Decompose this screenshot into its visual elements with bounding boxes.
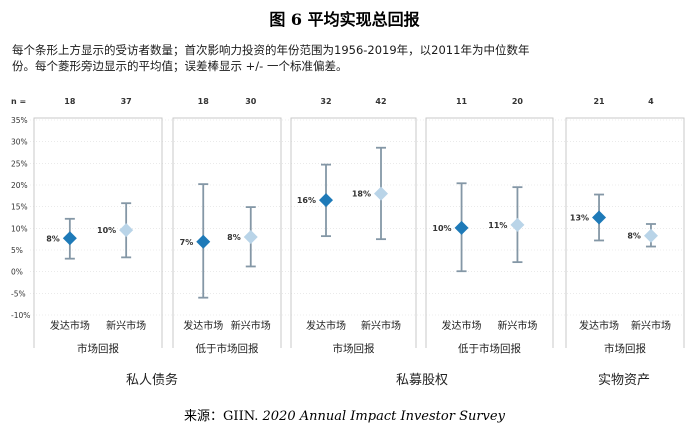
source-survey-title: 2020 Annual Impact Investor Survey [262, 409, 505, 424]
subgroup-label: 市场回报 [333, 342, 375, 355]
category-label: 新兴市场 [631, 319, 671, 332]
y-tick-label: -10% [11, 311, 30, 320]
n-label: n = [11, 97, 26, 106]
group-label: 私募股权 [396, 372, 448, 388]
y-tick-label: 15% [11, 203, 28, 212]
figure-description-line-2: 份。每个菱形旁边显示的平均值；误差棒显示 +/- 一个标准偏差。 [12, 59, 348, 73]
mean-value-label: 13% [570, 214, 589, 223]
panel-frame [290, 117, 417, 348]
n-count: 32 [320, 97, 331, 106]
n-count: 30 [245, 97, 257, 106]
mean-value-label: 10% [97, 226, 116, 235]
mean-diamond [243, 230, 258, 244]
y-tick-label: 35% [11, 116, 28, 125]
mean-diamond [643, 228, 658, 243]
mean-diamond [62, 231, 77, 246]
y-tick-label: 5% [11, 246, 23, 255]
returns-chart: 35% 30% 25% 20% 15% 10% 5% 0% -5% -10% n = 18 8% 发达市场… [11, 97, 685, 388]
n-count: 21 [593, 97, 605, 106]
subgroup-label: 市场回报 [77, 342, 119, 355]
category-label: 新兴市场 [361, 319, 401, 332]
panel-frame [172, 117, 282, 348]
n-count: 11 [456, 97, 468, 106]
n-count: 4 [648, 97, 654, 106]
n-count: 37 [121, 97, 132, 106]
mean-diamond [454, 220, 469, 235]
subgroup-label: 低于市场回报 [196, 342, 259, 355]
panel-frame [565, 117, 685, 348]
mean-diamond [119, 223, 134, 238]
y-tick-label: 20% [11, 181, 28, 190]
category-label: 发达市场 [183, 319, 223, 332]
mean-diamond [319, 193, 333, 208]
mean-diamond [592, 210, 607, 225]
source-prefix: 来源：GIIN. [184, 409, 263, 424]
mean-value-label: 11% [488, 221, 507, 230]
source-note: 来源：GIIN. 2020 Annual Impact Investor Sur… [0, 405, 689, 424]
y-tick-label: 25% [11, 159, 28, 168]
mean-value-label: 18% [352, 190, 371, 199]
mean-diamond [374, 186, 388, 201]
n-count: 18 [198, 97, 210, 106]
y-tick-label: 30% [11, 138, 28, 147]
mean-value-label: 8% [627, 232, 641, 241]
mean-diamond [510, 217, 525, 232]
category-label: 发达市场 [579, 319, 619, 332]
panel-frame [33, 117, 163, 348]
subgroup-label: 市场回报 [604, 342, 646, 355]
n-count: 18 [64, 97, 76, 106]
mean-value-label: 8% [46, 234, 60, 243]
category-label: 新兴市场 [106, 319, 146, 332]
category-label: 发达市场 [442, 319, 482, 332]
mean-value-label: 16% [297, 196, 316, 205]
y-tick-label: 10% [11, 224, 28, 233]
n-count: 20 [512, 97, 524, 106]
group-label: 实物资产 [598, 373, 650, 388]
category-label: 发达市场 [50, 319, 90, 332]
mean-diamond [196, 234, 211, 249]
group-label: 私人债务 [126, 372, 178, 388]
y-tick-label: 0% [11, 268, 23, 277]
figure-title: 图 6 平均实现总回报 [269, 10, 420, 29]
subgroup-label: 低于市场回报 [458, 342, 521, 355]
category-label: 新兴市场 [497, 319, 537, 332]
figure-description-line-1: 每个条形上方显示的受访者数量；首次影响力投资的年份范围为1956-2019年，以… [12, 43, 530, 57]
panel-frame [425, 117, 554, 348]
n-count: 42 [375, 97, 386, 106]
y-tick-label: -5% [11, 289, 26, 298]
mean-value-label: 8% [227, 233, 241, 242]
mean-value-label: 7% [180, 238, 194, 247]
mean-value-label: 10% [432, 224, 451, 233]
category-label: 发达市场 [306, 319, 346, 332]
category-label: 新兴市场 [231, 319, 271, 332]
